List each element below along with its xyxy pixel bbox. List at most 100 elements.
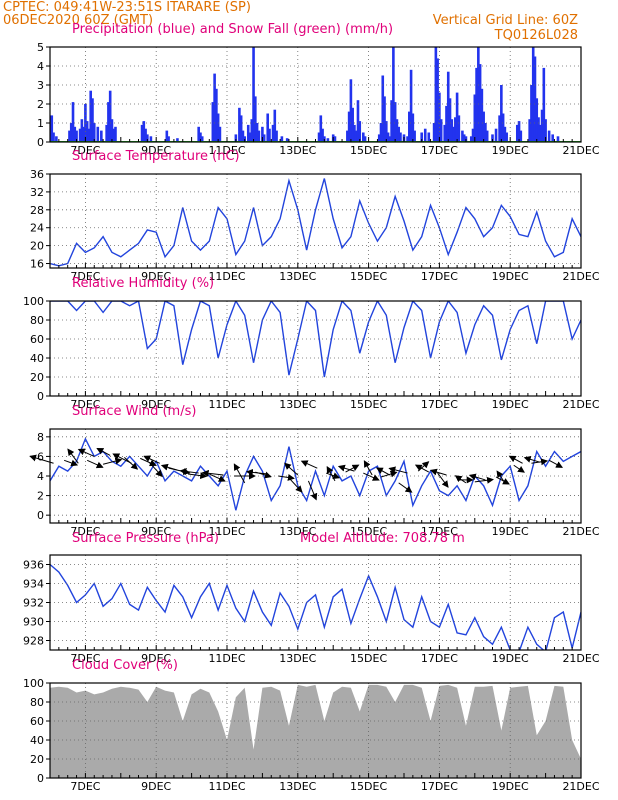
xtick-label: 21DEC	[562, 270, 599, 283]
xtick-label: 13DEC	[279, 652, 316, 665]
wind-vector	[245, 468, 268, 476]
xtick-label: 7DEC	[70, 780, 100, 793]
panel-title-rh: Relative Humidity (%)	[72, 276, 214, 291]
xtick-label: 11DEC	[208, 525, 245, 538]
precip-bar	[485, 130, 489, 142]
panel-title-temp: Surface Temperature (nC)	[72, 149, 240, 164]
xtick-label: 11DEC	[208, 144, 245, 157]
xtick-label: 15DEC	[350, 270, 387, 283]
precip-bar	[473, 94, 477, 142]
precip-bar	[517, 121, 521, 142]
precip-bar	[551, 134, 554, 142]
precip-bar	[176, 138, 179, 142]
precip-bar	[392, 47, 395, 142]
ytick-label: 928	[23, 635, 44, 648]
ytick-label: 40	[30, 352, 44, 365]
precip-bar	[501, 113, 505, 142]
ytick-label: 2	[37, 98, 44, 111]
precip-bar	[477, 47, 480, 142]
precip-bar	[262, 134, 266, 142]
precip-bar	[438, 92, 441, 142]
wind-vector	[398, 482, 413, 493]
wind-vector	[86, 459, 104, 469]
precip-bar	[215, 88, 218, 142]
wind-vector	[179, 468, 199, 475]
ytick-label: 80	[30, 696, 44, 709]
precip-bar	[397, 126, 400, 142]
precip-bar	[73, 126, 77, 142]
xtick-label: 13DEC	[279, 144, 316, 157]
xtick-label: 15DEC	[350, 525, 387, 538]
xtick-label: 11DEC	[208, 780, 245, 793]
ytick-label: 80	[30, 314, 44, 327]
xtick-label: 21DEC	[562, 652, 599, 665]
ytick-label: 4	[37, 60, 44, 73]
wind-vector	[278, 473, 295, 481]
precip-bar	[333, 136, 337, 142]
precip-bar	[55, 136, 58, 142]
precip-bar	[52, 132, 55, 142]
precip-bar	[482, 111, 485, 142]
wind-vector	[468, 473, 486, 481]
panel-title-precip: Precipitation (blue) and Snow Fall (gree…	[72, 22, 393, 37]
precip-bar	[420, 132, 423, 142]
xtick-label: 9DEC	[141, 144, 171, 157]
precip-bar	[68, 130, 71, 142]
precip-bar	[475, 67, 478, 142]
ytick-label: 36	[30, 168, 44, 181]
ytick-label: 20	[30, 240, 44, 253]
precip-bar	[519, 130, 523, 142]
ytick-label: 60	[30, 333, 44, 346]
ytick-label: 5	[37, 41, 44, 54]
precip-bar	[266, 113, 270, 142]
precip-bar	[379, 123, 383, 142]
precip-bar	[261, 126, 264, 142]
ytick-label: 930	[23, 616, 44, 629]
panel-title-cloud: Cloud Cover (%)	[72, 658, 178, 673]
series-layer-cloud	[50, 684, 581, 778]
precip-bar	[96, 126, 100, 142]
precip-bar	[144, 128, 147, 142]
xtick-label: 13DEC	[279, 270, 316, 283]
precip-bar	[100, 130, 103, 142]
xtick-label: 11DEC	[208, 270, 245, 283]
xtick-label: 15DEC	[350, 652, 387, 665]
precip-bar	[326, 138, 330, 142]
precip-bar	[399, 132, 402, 142]
precip-bar	[105, 124, 108, 142]
series-layer-rh	[50, 301, 581, 378]
wind-vector	[508, 455, 523, 464]
precip-bar	[346, 130, 349, 142]
precip-bar	[494, 128, 498, 142]
precip-bar	[395, 119, 399, 142]
precip-bar	[351, 107, 354, 142]
xtick-label: 21DEC	[562, 525, 599, 538]
precip-bar	[547, 130, 551, 142]
wind-vector	[345, 464, 360, 473]
xtick-label: 19DEC	[492, 144, 529, 157]
wind-vector	[429, 468, 447, 476]
precip-bar	[406, 136, 409, 142]
wind-vector	[201, 469, 224, 477]
xtick-label: 13DEC	[279, 398, 316, 411]
precip-bar	[285, 138, 289, 142]
ytick-label: 60	[30, 715, 44, 728]
precip-bar	[386, 132, 390, 142]
precip-bar	[452, 126, 455, 142]
xtick-label: 19DEC	[492, 270, 529, 283]
wind-vector	[388, 466, 408, 474]
precip-bar	[491, 134, 494, 142]
temp-line	[50, 178, 581, 267]
ytick-label: 16	[30, 258, 44, 271]
wind-vector	[67, 448, 79, 464]
xtick-label: 17DEC	[421, 144, 458, 157]
frame-temp	[49, 173, 582, 269]
wind-vector	[160, 463, 178, 471]
wind-vector	[513, 464, 525, 473]
precip-bar	[471, 128, 475, 142]
precip-bar	[505, 132, 508, 142]
precip-bar	[89, 90, 93, 142]
precip-bar	[149, 136, 153, 142]
precip-bar	[218, 126, 222, 142]
